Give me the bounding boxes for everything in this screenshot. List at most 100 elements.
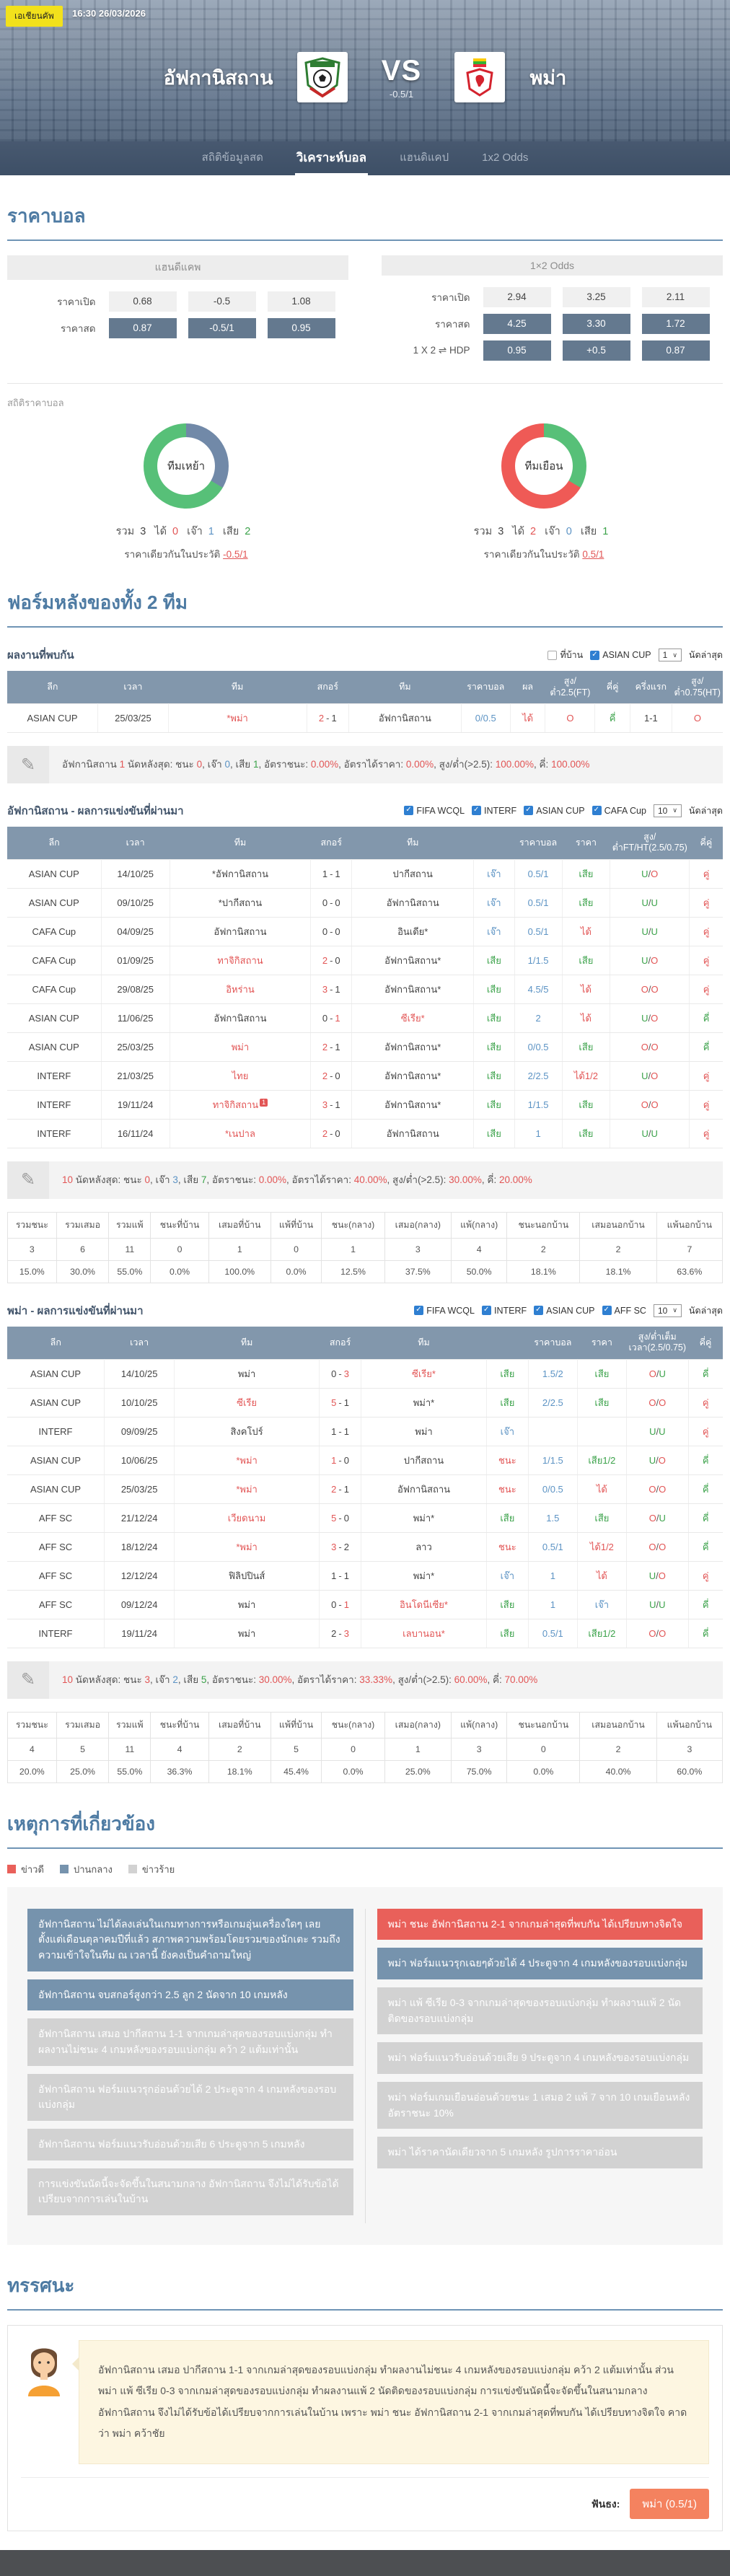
column-header: ราคาบอล [528, 1326, 578, 1360]
verdict-button[interactable]: พม่า (0.5/1) [630, 2488, 709, 2519]
stat-count: 0 [506, 1737, 581, 1761]
afg-results-title: อัฟกานิสถาน - ผลการแข่งขันที่ผ่านมา [7, 804, 184, 817]
note-segment: , อัตราได้ราคา: [291, 1674, 360, 1685]
over-under-cell: U/O [610, 1061, 690, 1091]
stat-header: รวมแพ้ [108, 1711, 151, 1738]
x2-open-x: 3.25 [562, 287, 630, 307]
date-cell: 18/12/24 [104, 1531, 175, 1562]
filter-checkbox[interactable]: ASIAN CUP [524, 806, 585, 816]
x2-hdp-1: 0.95 [483, 340, 551, 361]
team-b-cell: อัฟกานิสถาน* [351, 1032, 475, 1063]
match-row: INTERF 19/11/24 พม่า 2-3 เลบานอน* เสีย 0… [7, 1618, 723, 1648]
filter-checkbox[interactable]: INTERF [481, 1306, 527, 1316]
opinion-card: อัฟกานิสถาน เสมอ ปากีสถาน 1-1 จากเกมล่าส… [7, 2325, 723, 2531]
stat-percent: 12.5% [321, 1260, 385, 1283]
checkbox-icon[interactable] [592, 806, 602, 816]
odd-even-cell: คู่ [688, 1416, 723, 1446]
home-team-name: อัฟกานิสถาน [163, 66, 273, 89]
h2h-title: ผลงานที่พบกัน [7, 649, 74, 661]
filter-checkbox[interactable]: AFF SC [602, 1306, 646, 1316]
price-result-cell: เสีย [562, 1032, 611, 1063]
h2h-count-select[interactable]: 1 [658, 649, 682, 661]
sum-total-value: 3 [140, 526, 146, 537]
filter-checkbox[interactable]: FIFA WCQL [414, 1306, 475, 1316]
filter-checkbox[interactable]: ASIAN CUP [534, 1306, 595, 1316]
price-result-cell: เสีย [562, 859, 611, 889]
event-bar: พม่า ฟอร์มแนวรุกเฉยๆด้วยได้ 4 ประตูจาก 4… [377, 1948, 703, 1979]
checkbox-icon[interactable] [602, 1306, 612, 1316]
tab-item[interactable]: 1x2 Odds [482, 151, 529, 164]
teams-row: อัฟกานิสถาน VS -0.5/1 พม่า [0, 0, 730, 102]
filter-checkbox[interactable]: ที่บ้าน [548, 648, 583, 662]
column-header: ทีม [170, 826, 311, 860]
team-b-cell: อินโดนีเซีย* [361, 1589, 487, 1619]
away-history-line: ราคาเดียวกันในประวัติ 0.5/1 [365, 546, 723, 562]
score-cell: 0-0 [310, 917, 353, 947]
tab-item[interactable]: สถิติข้อมูลสด [201, 151, 263, 164]
odd-even-cell: คี่ [688, 1531, 723, 1562]
stat-percent: 30.0% [56, 1260, 110, 1283]
stat-header: เสมอที่บ้าน [208, 1711, 271, 1738]
filter-checkbox[interactable]: FIFA WCQL [404, 806, 465, 816]
afg-results-table: ลีก เวลา ทีม สกอร์ ทีม ราคาบอล ราคา สูง/ต่ำFT/H… [7, 826, 723, 1149]
sum-lose-value: 1 [602, 526, 609, 537]
stat-header: ชนะที่บ้าน [150, 1211, 209, 1239]
checkbox-icon[interactable] [548, 650, 558, 660]
checkbox-icon[interactable] [590, 650, 600, 660]
mya-results-table: ลีก เวลา ทีม สกอร์ ทีม ราคาบอล ราคา สูง/ต่ำเต็ม… [7, 1326, 723, 1648]
checkbox-icon[interactable] [472, 806, 482, 816]
stat-header: เสมอนอกบ้าน [579, 1211, 657, 1239]
checkbox-icon[interactable] [481, 1306, 491, 1316]
match-row: CAFA Cup 04/09/25 อัฟกานิสถาน 0-0 อินเดี… [7, 917, 723, 947]
filter-checkbox[interactable]: ASIAN CUP [590, 648, 651, 662]
score-cell: 3-1 [310, 975, 353, 1005]
home-history-odds-link[interactable]: -0.5/1 [223, 549, 248, 560]
stat-count: 4 [7, 1737, 57, 1761]
team-a-cell: *ปากีสถาน [170, 888, 312, 918]
sum-draw-value: 0 [566, 526, 572, 537]
note-segment: นัดหลังสุด: ชนะ [125, 759, 197, 770]
afg-count-select[interactable]: 10 [653, 804, 682, 817]
stat-count: 4 [150, 1737, 209, 1761]
team-a-cell: *อัฟกานิสถาน [170, 859, 312, 889]
column-header: สกอร์ [319, 1326, 361, 1360]
note-segment: 30.00% [449, 1174, 482, 1186]
note-segment: , สูง/ต่ำ(>2.5): [387, 1174, 449, 1186]
filter-checkbox[interactable]: INTERF [472, 806, 516, 816]
stat-percent: 36.3% [150, 1759, 209, 1783]
legend-label: ปานกลาง [73, 1863, 113, 1875]
mya-count-select[interactable]: 10 [653, 1304, 682, 1317]
filter-checkbox[interactable]: CAFA Cup [592, 806, 646, 816]
note-segment: 20.00% [498, 1174, 532, 1186]
history-label: ราคาเดียวกันในประวัติ [124, 549, 221, 560]
checkbox-icon[interactable] [524, 806, 534, 816]
away-history-odds-link[interactable]: 0.5/1 [582, 549, 604, 560]
date-cell: 14/10/25 [101, 859, 170, 889]
odds-cell: 0/0.5 [461, 703, 511, 734]
h2h-filters: ที่บ้าน ASIAN CUP 1 นัดล่าสุด [548, 648, 723, 662]
score-cell: 0-3 [319, 1358, 362, 1389]
league-cell: INTERF [7, 1119, 102, 1149]
legend-color-icon [128, 1865, 137, 1874]
tab-item[interactable]: วิเคราะห์บอล [294, 141, 369, 175]
stat-header: แพ้(กลาง) [450, 1711, 508, 1738]
opinion-section-title: ทรรศนะ [7, 2271, 723, 2311]
odd-even-cell: คี่ [688, 1589, 723, 1619]
score-cell: 5-0 [319, 1503, 362, 1533]
team-a-cell: พม่า [174, 1358, 320, 1389]
odds-cell: 0.5/1 [514, 888, 563, 918]
result-cell: เจ๊า [473, 917, 515, 947]
note-segment: 60.00% [454, 1674, 488, 1685]
odd-even-cell: คู่ [689, 917, 723, 947]
odds-cell: 0.5/1 [528, 1618, 578, 1648]
tab-item[interactable]: แฮนดิแคป [400, 151, 449, 164]
checkbox-icon[interactable] [414, 1306, 424, 1316]
checkbox-icon[interactable] [404, 806, 414, 816]
league-cell: AFF SC [7, 1503, 105, 1533]
checkbox-icon[interactable] [534, 1306, 544, 1316]
stat-header: เสมอ(กลาง) [384, 1711, 452, 1738]
stat-header: รวมเสมอ [56, 1711, 110, 1738]
note-segment: , เจ๊า [149, 1174, 173, 1186]
events-legend: ข่าวดี ปานกลาง ข่าวร้าย [7, 1862, 723, 1877]
filter-label: CAFA Cup [604, 805, 646, 816]
